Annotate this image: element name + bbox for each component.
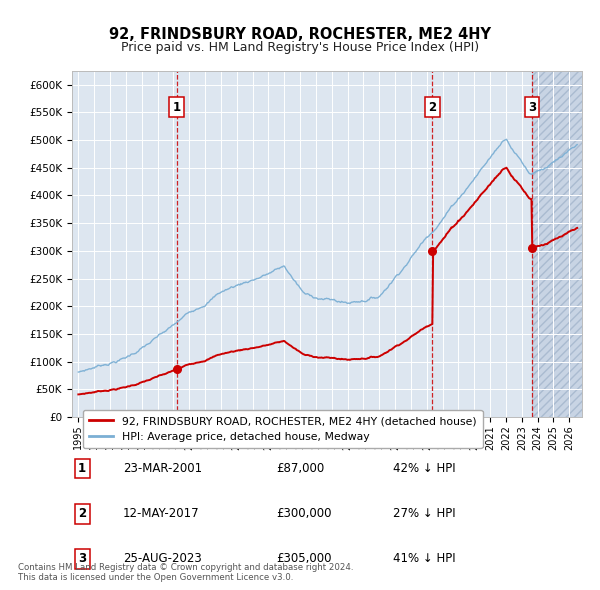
Text: 2: 2 [78,507,86,520]
Text: 42% ↓ HPI: 42% ↓ HPI [394,462,456,475]
Text: 41% ↓ HPI: 41% ↓ HPI [394,552,456,565]
Text: 1: 1 [78,462,86,475]
Text: 1: 1 [173,101,181,114]
Text: £305,000: £305,000 [276,552,331,565]
Text: 27% ↓ HPI: 27% ↓ HPI [394,507,456,520]
Legend: 92, FRINDSBURY ROAD, ROCHESTER, ME2 4HY (detached house), HPI: Average price, de: 92, FRINDSBURY ROAD, ROCHESTER, ME2 4HY … [83,409,482,448]
Text: 25-AUG-2023: 25-AUG-2023 [123,552,202,565]
Text: Price paid vs. HM Land Registry's House Price Index (HPI): Price paid vs. HM Land Registry's House … [121,41,479,54]
Text: 2: 2 [428,101,437,114]
Text: 23-MAR-2001: 23-MAR-2001 [123,462,202,475]
Text: Contains HM Land Registry data © Crown copyright and database right 2024.
This d: Contains HM Land Registry data © Crown c… [18,563,353,582]
Bar [532,71,582,417]
Text: 92, FRINDSBURY ROAD, ROCHESTER, ME2 4HY: 92, FRINDSBURY ROAD, ROCHESTER, ME2 4HY [109,27,491,41]
Text: 12-MAY-2017: 12-MAY-2017 [123,507,200,520]
Text: 3: 3 [528,101,536,114]
Text: £87,000: £87,000 [276,462,324,475]
Text: £300,000: £300,000 [276,507,331,520]
Text: 3: 3 [78,552,86,565]
